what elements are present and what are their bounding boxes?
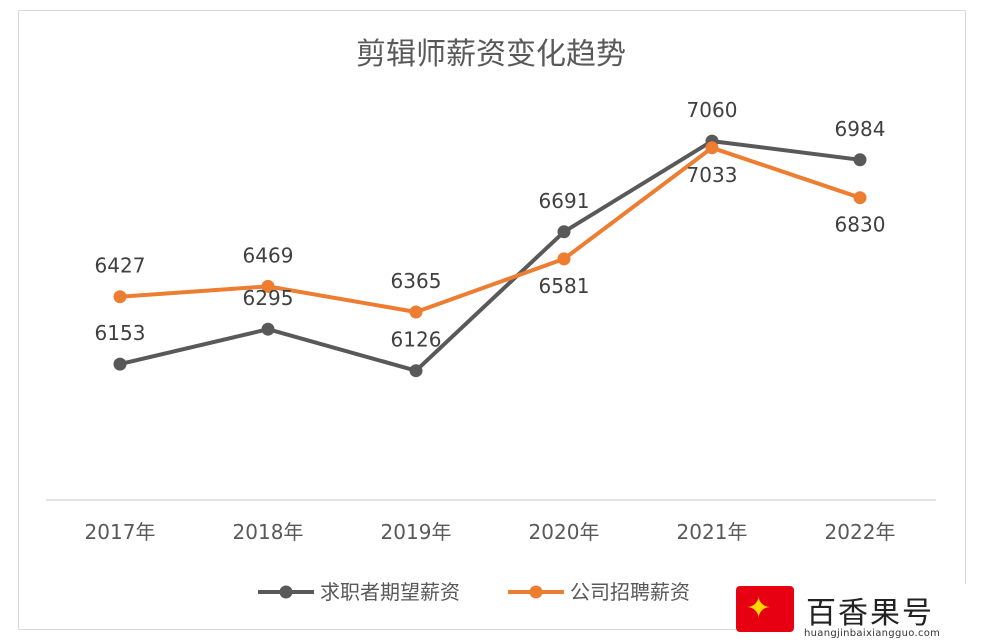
- x-tick-label: 2021年: [677, 520, 748, 544]
- watermark-brand-name: 百香果号: [806, 596, 934, 631]
- data-label: 6365: [391, 269, 442, 293]
- chart-title: 剪辑师薪资变化趋势: [356, 37, 626, 72]
- data-label: 6427: [95, 254, 146, 278]
- data-point: [705, 141, 719, 155]
- data-point: [853, 191, 867, 205]
- data-label: 6830: [835, 213, 886, 237]
- x-tick-label: 2022年: [825, 520, 896, 544]
- brand-logo: ✦: [736, 586, 794, 632]
- legend-marker: [279, 585, 293, 599]
- data-point: [557, 225, 571, 239]
- data-label: 7033: [687, 163, 738, 187]
- data-point: [261, 322, 275, 336]
- data-label: 6153: [95, 321, 146, 345]
- data-point: [409, 364, 423, 378]
- data-point: [409, 305, 423, 319]
- series-line-1: [118, 139, 862, 373]
- x-tick-label: 2018年: [233, 520, 304, 544]
- legend-item-2: 公司招聘薪资: [508, 580, 690, 604]
- data-point: [557, 252, 571, 266]
- data-label: 7060: [687, 98, 738, 122]
- series-line-2: [118, 145, 862, 314]
- watermark-url: huangjinbaixiangguo.com: [804, 628, 941, 639]
- data-point: [261, 279, 275, 293]
- star-icon: ✦: [746, 591, 772, 626]
- legend-label: 公司招聘薪资: [570, 580, 690, 604]
- legend-label: 求职者期望薪资: [320, 580, 460, 604]
- legend-item-1: 求职者期望薪资: [258, 580, 460, 604]
- data-label: 6469: [243, 243, 294, 267]
- x-tick-label: 2019年: [381, 520, 452, 544]
- data-label: 6581: [539, 274, 590, 298]
- data-point: [113, 290, 127, 304]
- data-point: [113, 357, 127, 371]
- watermark: ✦ 百香果号 huangjinbaixiangguo.com: [736, 584, 982, 644]
- data-label: 6691: [539, 189, 590, 213]
- x-tick-label: 2017年: [85, 520, 156, 544]
- data-label: 6126: [391, 328, 442, 352]
- x-tick-label: 2020年: [529, 520, 600, 544]
- chart-frame: [18, 10, 966, 630]
- data-label: 6984: [835, 117, 886, 141]
- data-label: 6295: [243, 286, 294, 310]
- data-point: [853, 153, 867, 167]
- legend-marker: [529, 585, 543, 599]
